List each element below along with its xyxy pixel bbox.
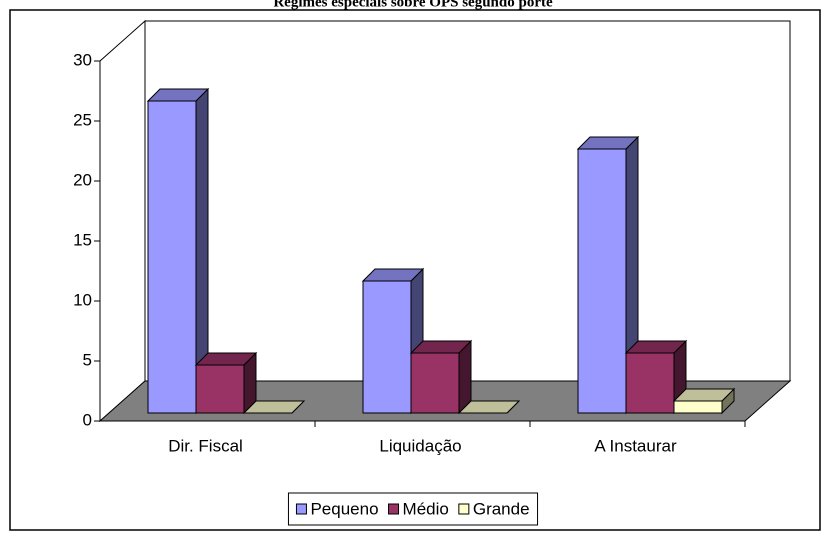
legend-label: Médio — [403, 499, 449, 518]
side-wall — [99, 19, 146, 423]
x-tick-label: A Instaurar — [594, 436, 677, 455]
bar — [362, 280, 412, 414]
bar — [410, 352, 460, 414]
y-tick-label: 0 — [83, 410, 92, 429]
x-tick-label: Dir. Fiscal — [168, 436, 243, 455]
legend-item: Pequeno — [295, 499, 379, 518]
back-wall — [144, 20, 791, 382]
x-tick-label: Liquidação — [379, 436, 461, 455]
legend-item: Médio — [388, 499, 449, 518]
legend: Pequeno Médio Grande — [295, 499, 530, 518]
legend-label: Pequeno — [310, 499, 378, 518]
bar — [577, 148, 627, 414]
chart-title: Regimes especiais sobre OPS segundo port… — [273, 0, 553, 10]
bar — [195, 364, 245, 414]
y-tick-label: 30 — [73, 50, 92, 69]
bar — [147, 100, 197, 414]
y-tick-label: 20 — [73, 170, 92, 189]
y-tick-label: 10 — [73, 290, 92, 309]
legend-box — [287, 492, 539, 526]
y-tick-label: 25 — [73, 110, 92, 129]
legend-swatch — [458, 503, 470, 515]
y-tick-label: 15 — [73, 230, 92, 249]
y-tick-label: 5 — [83, 350, 92, 369]
legend-swatch — [295, 503, 307, 515]
bar — [625, 352, 675, 414]
legend-swatch — [388, 503, 400, 515]
bar-top — [242, 400, 306, 414]
bar — [673, 400, 723, 414]
legend-item: Grande — [458, 499, 530, 518]
legend-label: Grande — [473, 499, 530, 518]
bar-top — [457, 400, 521, 414]
